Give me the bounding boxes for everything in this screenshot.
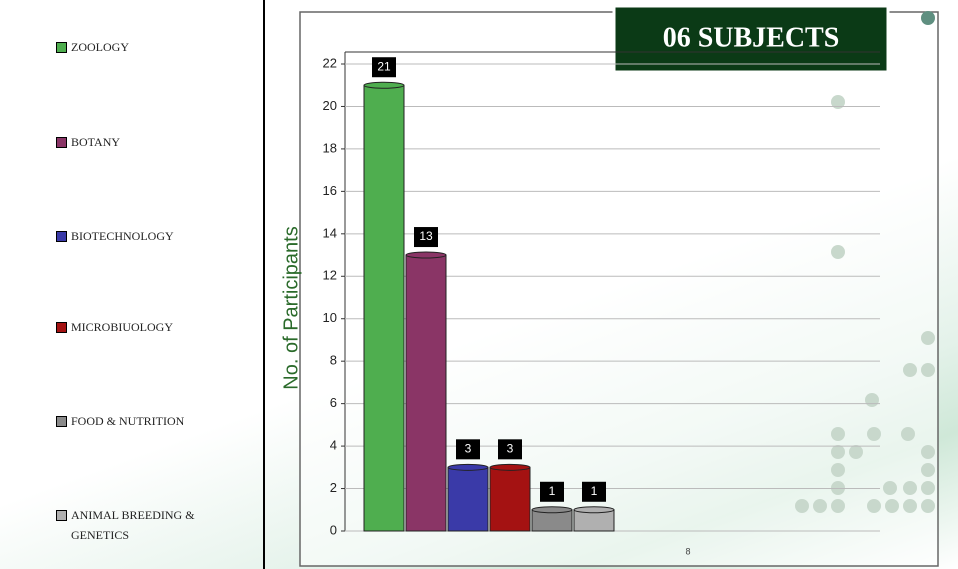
legend-swatch (56, 510, 67, 521)
bar-cap (489, 463, 531, 471)
legend-swatch (56, 137, 67, 148)
value-label-box (456, 439, 480, 460)
legend-label: BIOTECHNOLOGY (71, 229, 174, 243)
footer: 8 (685, 546, 690, 556)
bar (447, 466, 489, 532)
y-tick-label: 16 (323, 183, 337, 198)
bar-cap (531, 506, 573, 514)
value-label: 1 (549, 484, 556, 498)
value-label: 3 (507, 441, 514, 455)
legend-label: BOTANY (71, 135, 121, 149)
bar-cap (447, 463, 489, 471)
title-box (612, 4, 890, 74)
legend-label: MICROBIUOLOGY (71, 320, 173, 334)
legend-swatch (56, 231, 67, 242)
chart-title: 06 SUBJECTS (663, 22, 840, 53)
legend-entry: FOOD & NUTRITION (56, 411, 246, 431)
y-tick-label: 0 (330, 522, 337, 537)
value-label-box (540, 481, 564, 502)
legend-swatch (56, 322, 67, 333)
legend-label: ZOOLOGY (71, 40, 129, 54)
y-axis-label: No. of Participants (280, 226, 302, 389)
value-label: 21 (377, 59, 391, 73)
bar (405, 254, 447, 532)
decoration (795, 11, 935, 513)
y-tick-label: 10 (323, 310, 337, 325)
value-label: 1 (591, 484, 598, 498)
legend-swatch (56, 416, 67, 427)
bar-cap (405, 251, 447, 259)
legend-entry: BOTANY (56, 132, 246, 152)
y-tick-label: 4 (330, 438, 337, 453)
bar (363, 84, 405, 532)
bar-cap (573, 506, 615, 514)
y-tick-label: 14 (323, 225, 337, 240)
value-label: 3 (465, 441, 472, 455)
bar (489, 466, 531, 532)
value-label-box (414, 227, 438, 248)
y-tick-label: 12 (323, 268, 337, 283)
value-label-box (582, 481, 606, 502)
y-tick-label: 22 (323, 55, 337, 70)
y-tick-label: 8 (330, 353, 337, 368)
legend-entry: MICROBIUOLOGY (56, 317, 246, 337)
value-label-box (372, 57, 396, 78)
legend-entry: BIOTECHNOLOGY (56, 226, 246, 246)
bar-cap (363, 81, 405, 89)
y-tick-label: 18 (323, 140, 337, 155)
legend-label: FOOD & NUTRITION (71, 414, 185, 428)
value-label: 13 (419, 229, 433, 243)
legend: ZOOLOGY BOTANY BIOTECHNOLOGY MICROBIUOLOGY F… (0, 0, 265, 569)
legend-swatch (56, 42, 67, 53)
y-tick-label: 6 (330, 395, 337, 410)
y-tick-label: 2 (330, 480, 337, 495)
y-tick-label: 20 (323, 98, 337, 113)
legend-label: ANIMAL BREEDING & GENETICS (71, 508, 195, 542)
legend-entry: ANIMAL BREEDING & GENETICS (56, 505, 246, 545)
value-label-box (498, 439, 522, 460)
legend-entry: ZOOLOGY (56, 37, 246, 57)
